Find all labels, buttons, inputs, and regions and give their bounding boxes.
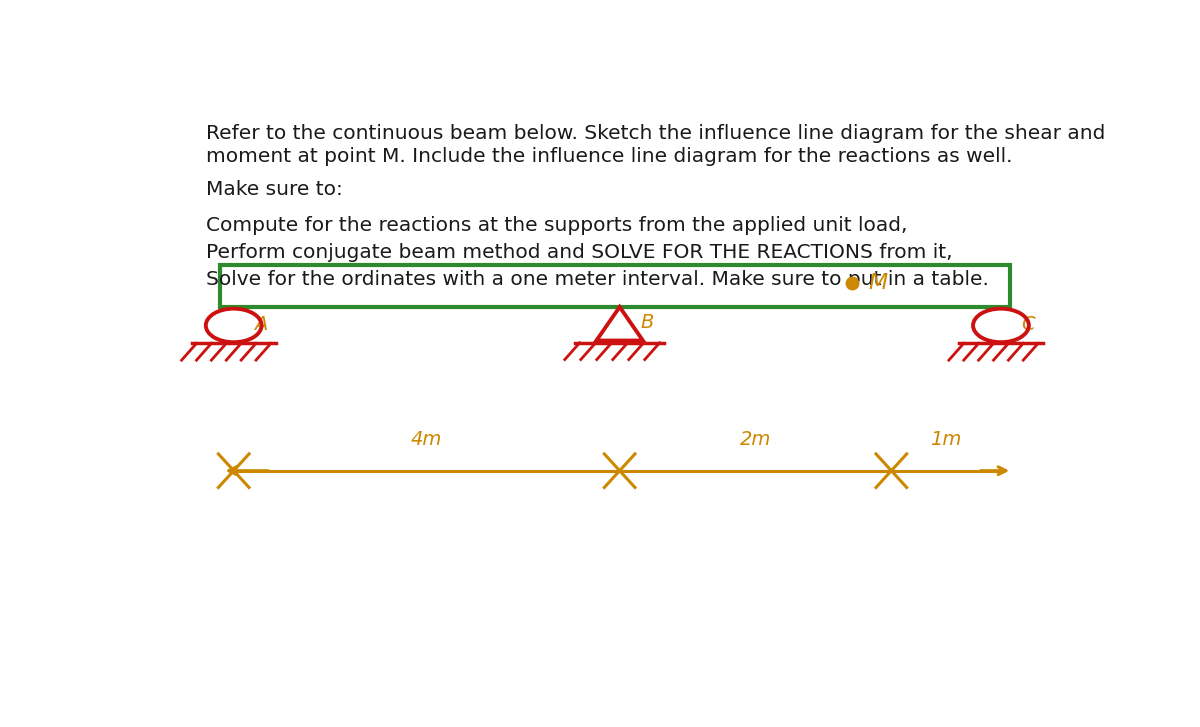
Text: C: C (1021, 315, 1036, 334)
Text: M: M (868, 273, 887, 293)
Text: B: B (640, 313, 654, 332)
Text: moment at point M. Include the influence line diagram for the reactions as well.: moment at point M. Include the influence… (206, 147, 1013, 166)
Text: Solve for the ordinates with a one meter interval. Make sure to put in a table.: Solve for the ordinates with a one meter… (206, 270, 989, 289)
Text: Compute for the reactions at the supports from the applied unit load,: Compute for the reactions at the support… (206, 216, 907, 235)
Text: 4m: 4m (410, 430, 443, 449)
Text: Perform conjugate beam method and SOLVE FOR THE REACTIONS from it,: Perform conjugate beam method and SOLVE … (206, 243, 953, 262)
Bar (220, 265, 1010, 307)
Text: A: A (254, 315, 268, 334)
Text: 2m: 2m (740, 430, 772, 449)
Text: Make sure to:: Make sure to: (206, 180, 343, 198)
Text: Refer to the continuous beam below. Sketch the influence line diagram for the sh: Refer to the continuous beam below. Sket… (206, 124, 1105, 142)
Text: 1m: 1m (930, 430, 962, 449)
